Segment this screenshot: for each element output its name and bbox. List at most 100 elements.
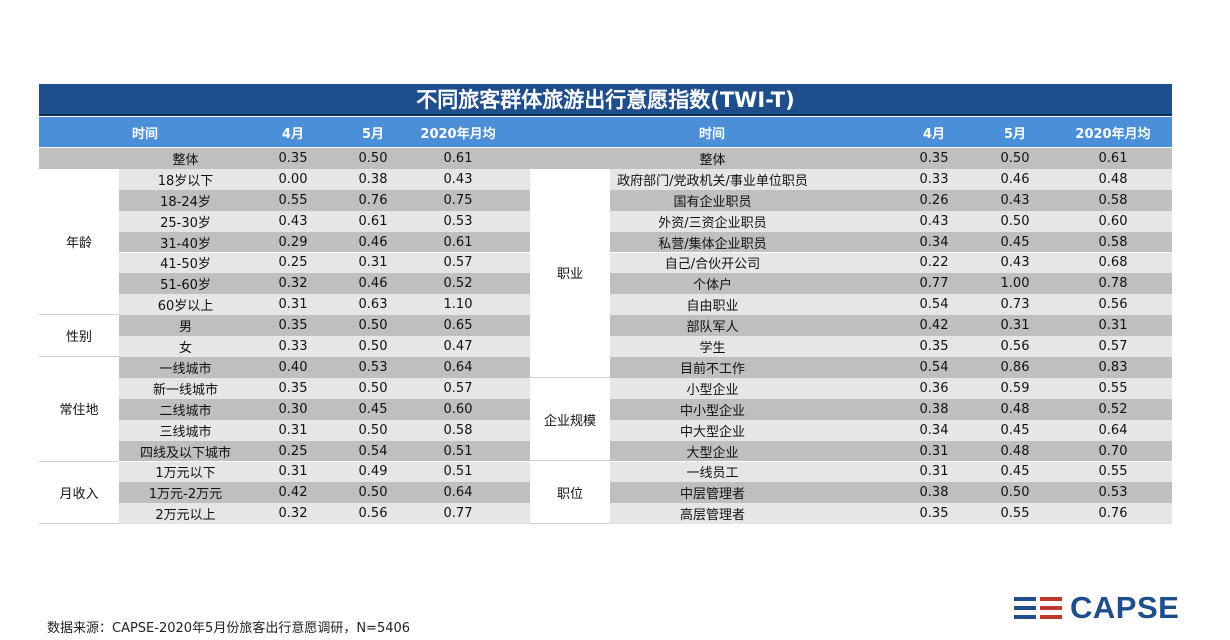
left-row-label: 41-50岁 (160, 257, 211, 273)
right-row-value-apr: 0.31 (919, 464, 949, 480)
right-row-value-apr: 0.38 (919, 401, 949, 417)
right-row-value-may: 0.45 (1000, 234, 1030, 250)
left-row-value-may: 0.45 (358, 401, 388, 417)
left-table-row (39, 461, 530, 483)
left-row-value-apr: 0.31 (278, 297, 308, 313)
right-group-label: 企业规模 (530, 377, 610, 462)
left-row-value-may: 0.76 (358, 192, 388, 208)
left-row-value-avg: 0.61 (443, 150, 473, 166)
right-table-row (530, 315, 1172, 337)
left-row-value-avg: 0.52 (443, 276, 473, 292)
left-table-row (39, 189, 530, 211)
right-row-label: 一线员工 (686, 466, 739, 482)
left-group-label: 月收入 (39, 461, 119, 525)
right-row-value-may: 0.45 (1000, 464, 1030, 480)
right-table-row (530, 377, 1172, 399)
right-table-row (530, 231, 1172, 253)
right-row-label: 国有企业职员 (673, 194, 752, 210)
table-title: 不同旅客群体旅游出行意愿指数(TWI-T) (39, 84, 1172, 116)
left-row-value-may: 0.50 (358, 339, 388, 355)
right-row-value-apr: 0.26 (919, 192, 949, 208)
left-row-label: 三线城市 (159, 424, 212, 440)
right-table-row (530, 419, 1172, 441)
left-row-value-may: 0.63 (358, 297, 388, 313)
left-table-row (39, 315, 530, 337)
right-row-label: 私营/集体企业职员 (658, 236, 767, 252)
left-row-label: 51-60岁 (160, 278, 211, 294)
right-row-label: 学生 (699, 341, 726, 357)
right-row-value-apr: 0.43 (919, 213, 949, 229)
left-row-value-may: 0.54 (358, 443, 388, 459)
right-row-value-may: 0.45 (1000, 422, 1030, 438)
right-row-value-avg: 0.83 (1098, 359, 1128, 375)
right-row-label: 中小型企业 (679, 403, 745, 419)
right-table-row (530, 189, 1172, 211)
right-row-value-avg: 0.52 (1098, 401, 1128, 417)
left-row-value-apr: 0.35 (278, 318, 308, 334)
left-row-value-may: 0.53 (358, 359, 388, 375)
right-table-row (530, 336, 1172, 357)
right-row-label: 大型企业 (686, 445, 739, 461)
left-table-row (39, 148, 530, 169)
right-row-label: 中大型企业 (679, 424, 745, 440)
right-row-value-may: 0.73 (1000, 297, 1030, 313)
left-row-label: 18岁以下 (157, 173, 214, 189)
left-row-value-avg: 0.47 (443, 339, 473, 355)
left-row-label: 整体 (172, 152, 199, 168)
right-row-value-may: 0.31 (1000, 318, 1030, 334)
left-row-value-may: 0.50 (358, 485, 388, 501)
right-table-row (530, 148, 1172, 169)
left-row-value-may: 0.50 (358, 150, 388, 166)
left-table-row (39, 294, 530, 316)
left-row-value-apr: 0.25 (278, 255, 308, 271)
right-row-value-may: 0.48 (1000, 443, 1030, 459)
right-table-row (530, 168, 1172, 190)
right-row-value-avg: 0.61 (1098, 150, 1128, 166)
right-row-value-may: 0.50 (1000, 213, 1030, 229)
right-row-value-may: 0.48 (1000, 401, 1030, 417)
right-row-label: 中层管理者 (679, 487, 745, 503)
left-row-value-may: 0.56 (358, 506, 388, 522)
left-table-row (39, 231, 530, 253)
right-row-value-avg: 0.68 (1098, 255, 1128, 271)
right-row-label: 整体 (699, 152, 726, 168)
right-row-value-avg: 0.53 (1098, 485, 1128, 501)
left-row-value-avg: 0.51 (443, 443, 473, 459)
right-row-value-apr: 0.34 (919, 422, 949, 438)
right-header-1: 4月 (922, 126, 946, 142)
left-table-row (39, 273, 530, 295)
left-table-row (39, 419, 530, 441)
right-row-value-may: 1.00 (1000, 276, 1030, 292)
right-table-row (530, 252, 1172, 274)
left-row-value-avg: 0.75 (443, 192, 473, 208)
left-row-label: 新一线城市 (152, 382, 218, 398)
right-row-value-apr: 0.36 (919, 380, 949, 396)
left-row-value-apr: 0.29 (278, 234, 308, 250)
right-row-value-may: 0.56 (1000, 339, 1030, 355)
right-group-label: 职业 (530, 168, 610, 378)
left-row-value-apr: 0.00 (278, 171, 308, 187)
left-row-value-apr: 0.43 (278, 213, 308, 229)
right-row-value-apr: 0.22 (919, 255, 949, 271)
left-row-value-may: 0.61 (358, 213, 388, 229)
left-row-value-apr: 0.32 (278, 506, 308, 522)
right-row-value-may: 0.55 (1000, 506, 1030, 522)
left-row-value-may: 0.31 (358, 255, 388, 271)
left-row-value-apr: 0.31 (278, 422, 308, 438)
right-row-label: 政府部门/党政机关/事业单位职员 (617, 173, 808, 189)
left-row-value-apr: 0.31 (278, 464, 308, 480)
right-row-value-avg: 0.55 (1098, 464, 1128, 480)
right-row-value-avg: 0.56 (1098, 297, 1128, 313)
left-table-row (39, 357, 530, 378)
left-table-row (39, 398, 530, 420)
right-table-row (530, 482, 1172, 504)
data-source-note: 数据来源：CAPSE-2020年5月份旅客出行意愿调研，N=5406 (47, 621, 411, 636)
left-group-label: 性别 (39, 315, 119, 357)
right-row-label: 目前不工作 (679, 361, 745, 377)
right-row-value-avg: 0.60 (1098, 213, 1128, 229)
left-row-value-apr: 0.33 (278, 339, 308, 355)
right-row-value-avg: 0.48 (1098, 171, 1128, 187)
right-row-value-apr: 0.33 (919, 171, 949, 187)
right-table-row (530, 398, 1172, 420)
